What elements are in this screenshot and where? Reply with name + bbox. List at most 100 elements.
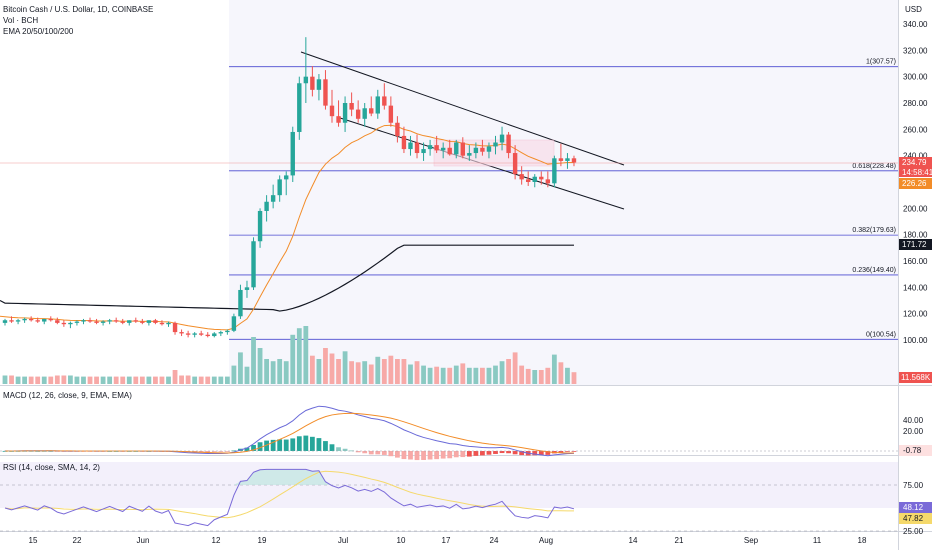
macd-bar xyxy=(532,451,538,456)
fib-level-label: 0(100.54) xyxy=(866,331,896,338)
macd-bar xyxy=(538,451,544,456)
macd-bar xyxy=(329,444,335,451)
volume-bar xyxy=(290,334,296,384)
time-tick-label: 15 xyxy=(29,536,38,545)
volume-bar xyxy=(133,376,139,384)
volume-bar xyxy=(179,375,184,384)
macd-bar xyxy=(388,451,394,457)
candle xyxy=(512,145,518,180)
volume-bar xyxy=(2,375,8,384)
candle xyxy=(231,313,237,333)
volume-bar xyxy=(277,359,283,384)
macd-bar xyxy=(395,451,400,458)
candle xyxy=(440,142,446,159)
macd-bar xyxy=(205,451,211,453)
macd-bar xyxy=(506,451,511,454)
macd-tag: -0.78 xyxy=(899,445,932,456)
candle xyxy=(349,92,354,117)
macd-bar xyxy=(218,451,224,452)
volume-bar xyxy=(113,376,119,384)
volume-bar xyxy=(192,376,198,384)
volume-bar xyxy=(453,365,459,384)
candle xyxy=(74,320,80,326)
symbol-title: Bitcoin Cash / U.S. Dollar, 1D, COINBASE xyxy=(3,5,153,14)
time-tick-label: 24 xyxy=(490,536,499,545)
volume-bar xyxy=(506,359,511,384)
candle xyxy=(545,171,551,188)
volume-bar xyxy=(22,376,28,384)
macd-line xyxy=(4,405,575,457)
last-price-tag: 234.79 14:58:41 xyxy=(899,157,932,177)
volume-bar xyxy=(395,359,400,384)
volume-bar xyxy=(54,375,60,384)
candle xyxy=(68,321,73,329)
macd-bar xyxy=(486,451,492,455)
ema-legend: EMA 20/50/100/200 xyxy=(3,27,74,36)
time-tick-label: Jun xyxy=(137,536,150,545)
candle xyxy=(526,171,531,186)
volume-bar xyxy=(499,361,505,384)
fib-zone-background xyxy=(229,0,898,385)
volume-bar xyxy=(205,376,211,384)
macd-bar xyxy=(257,442,263,451)
candle xyxy=(28,316,34,322)
candle xyxy=(212,332,217,338)
candle xyxy=(94,318,99,325)
candle xyxy=(61,320,67,327)
candle xyxy=(120,318,125,325)
volume-bar xyxy=(257,348,263,384)
candle xyxy=(218,330,224,337)
candle xyxy=(375,89,380,119)
volume-bar xyxy=(166,376,171,384)
volume-bar xyxy=(218,376,224,384)
macd-bar xyxy=(401,451,407,460)
time-tick-label: 12 xyxy=(212,536,221,545)
candle xyxy=(552,155,557,188)
candle xyxy=(192,332,197,338)
candle xyxy=(290,126,295,182)
price-axis[interactable]: 340.00320.00300.00280.00260.00240.00220.… xyxy=(903,20,928,536)
macd-legend: MACD (12, 26, close, 9, EMA, EMA) xyxy=(3,391,132,400)
macd-bar xyxy=(251,444,256,451)
volume-bar xyxy=(224,376,230,384)
time-axis[interactable]: 15 22 Jun 12 19 Jul 10 17 24 Aug 14 21 Sep 11 18 xyxy=(29,536,867,545)
time-tick-label: 11 xyxy=(813,536,822,545)
volume-bar xyxy=(146,376,152,384)
time-tick-label: Sep xyxy=(744,536,759,545)
volume-bar xyxy=(480,367,485,384)
volume-bar xyxy=(427,367,433,384)
time-tick-label: 14 xyxy=(629,536,638,545)
candle xyxy=(146,320,152,326)
candle xyxy=(277,175,282,202)
candle xyxy=(480,139,485,156)
volume-legend: Vol · BCH xyxy=(3,16,38,25)
consolidation-box[interactable] xyxy=(433,139,555,167)
price-tick-label: 300.00 xyxy=(903,73,928,82)
macd-bar xyxy=(408,451,413,460)
candle xyxy=(205,332,210,338)
volume-bar xyxy=(309,355,315,384)
last-price-value: 234.79 xyxy=(902,158,927,167)
macd-bar xyxy=(460,451,466,458)
macd-bar xyxy=(512,451,518,455)
volume-bar xyxy=(493,365,498,384)
candle xyxy=(284,171,289,196)
candle xyxy=(127,320,132,326)
candle xyxy=(434,135,439,154)
time-tick-label: 18 xyxy=(858,536,867,545)
macd-bar xyxy=(466,451,472,457)
fib-levels: 1(307.57) 0.618(228.48) 0.382(179.63) 0.236… xyxy=(229,59,898,340)
macd-bar xyxy=(571,451,577,452)
candle xyxy=(42,318,47,325)
candle xyxy=(388,96,394,127)
macd-bar xyxy=(211,451,217,452)
candle xyxy=(257,208,263,248)
macd-bar xyxy=(224,451,230,452)
candle xyxy=(539,171,544,185)
volume-bar xyxy=(336,359,341,384)
time-tick-label: 19 xyxy=(258,536,267,545)
volume-bar xyxy=(551,354,557,384)
candle xyxy=(153,318,158,325)
macd-bar xyxy=(290,438,296,451)
